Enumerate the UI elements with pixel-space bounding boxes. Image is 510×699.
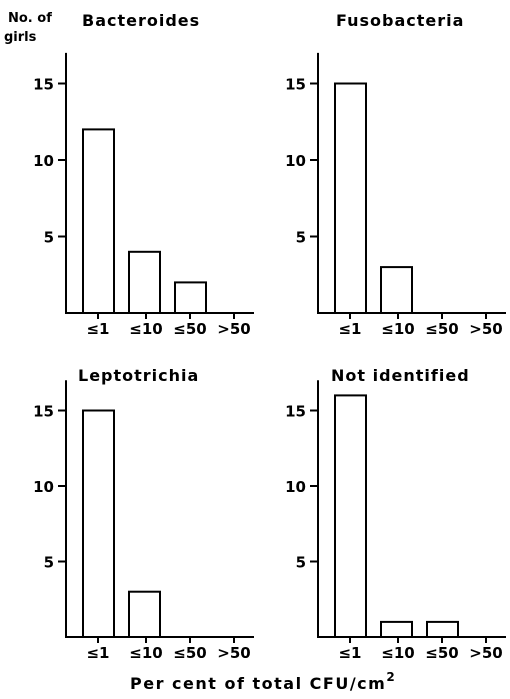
x-tick-label: ≤50	[173, 644, 206, 662]
y-tick-label: 10	[33, 152, 54, 170]
y-tick-label: 5	[296, 554, 306, 572]
x-tick-label: >50	[469, 320, 502, 338]
x-tick-label: ≤10	[381, 644, 414, 662]
panel-title: Not identified	[331, 366, 470, 385]
x-tick-label: >50	[469, 644, 502, 662]
chart-panel-1: Fusobacteria 5 10 15 ≤1 ≤10 ≤50 >50	[285, 11, 506, 338]
y-tick-label: 5	[44, 229, 54, 247]
y-tick-label: 10	[33, 478, 54, 496]
x-tick-label: ≤1	[86, 644, 109, 662]
x-axis-label-text: Per cent of total CFU/cm	[130, 674, 386, 693]
bar	[128, 590, 161, 639]
x-tick-label: ≤50	[173, 320, 206, 338]
x-tick-label: ≤50	[425, 644, 458, 662]
chart-panel-0: Bacteroides 5 10 15 ≤1 ≤10 ≤50 >50	[33, 11, 254, 338]
bar	[426, 620, 459, 639]
bar	[334, 394, 367, 638]
panel-title: Leptotrichia	[78, 366, 199, 385]
bar	[334, 82, 367, 314]
bar	[82, 409, 115, 638]
bar	[128, 250, 161, 315]
y-tick-label: 15	[285, 76, 306, 94]
y-tick-label: 5	[44, 554, 54, 572]
y-axis-label-line1: No. of	[8, 11, 52, 26]
y-axis-label-line2: girls	[4, 30, 37, 45]
panel-title: Fusobacteria	[336, 11, 464, 30]
chart-panel-3: Not identified 5 10 15 ≤1 ≤10 ≤50 >50	[285, 366, 506, 662]
y-tick-label: 15	[33, 403, 54, 421]
bar	[82, 128, 115, 314]
x-tick-label: >50	[217, 644, 250, 662]
x-tick-label: ≤10	[381, 320, 414, 338]
x-tick-label: ≤10	[129, 644, 162, 662]
x-tick-label: >50	[217, 320, 250, 338]
y-tick-label: 10	[285, 478, 306, 496]
y-tick-label: 15	[285, 403, 306, 421]
x-axis-label: Per cent of total CFU/cm2	[130, 670, 396, 693]
x-tick-label: ≤1	[338, 320, 361, 338]
y-tick-label: 15	[33, 76, 54, 94]
chart-panel-2: Leptotrichia 5 10 15 ≤1 ≤10 ≤50 >50	[33, 366, 254, 662]
x-tick-label: ≤50	[425, 320, 458, 338]
bar	[174, 281, 207, 314]
x-tick-label: ≤10	[129, 320, 162, 338]
chart-panels: Bacteroides 5 10 15 ≤1 ≤10 ≤50 >50 Fusobacteria 5…	[33, 11, 506, 662]
bar	[380, 620, 413, 639]
bar	[380, 266, 413, 315]
y-tick-label: 10	[285, 152, 306, 170]
x-axis-label-superscript: 2	[386, 670, 396, 684]
x-tick-label: ≤1	[338, 644, 361, 662]
y-tick-label: 5	[296, 229, 306, 247]
panel-title: Bacteroides	[82, 11, 200, 30]
x-tick-label: ≤1	[86, 320, 109, 338]
